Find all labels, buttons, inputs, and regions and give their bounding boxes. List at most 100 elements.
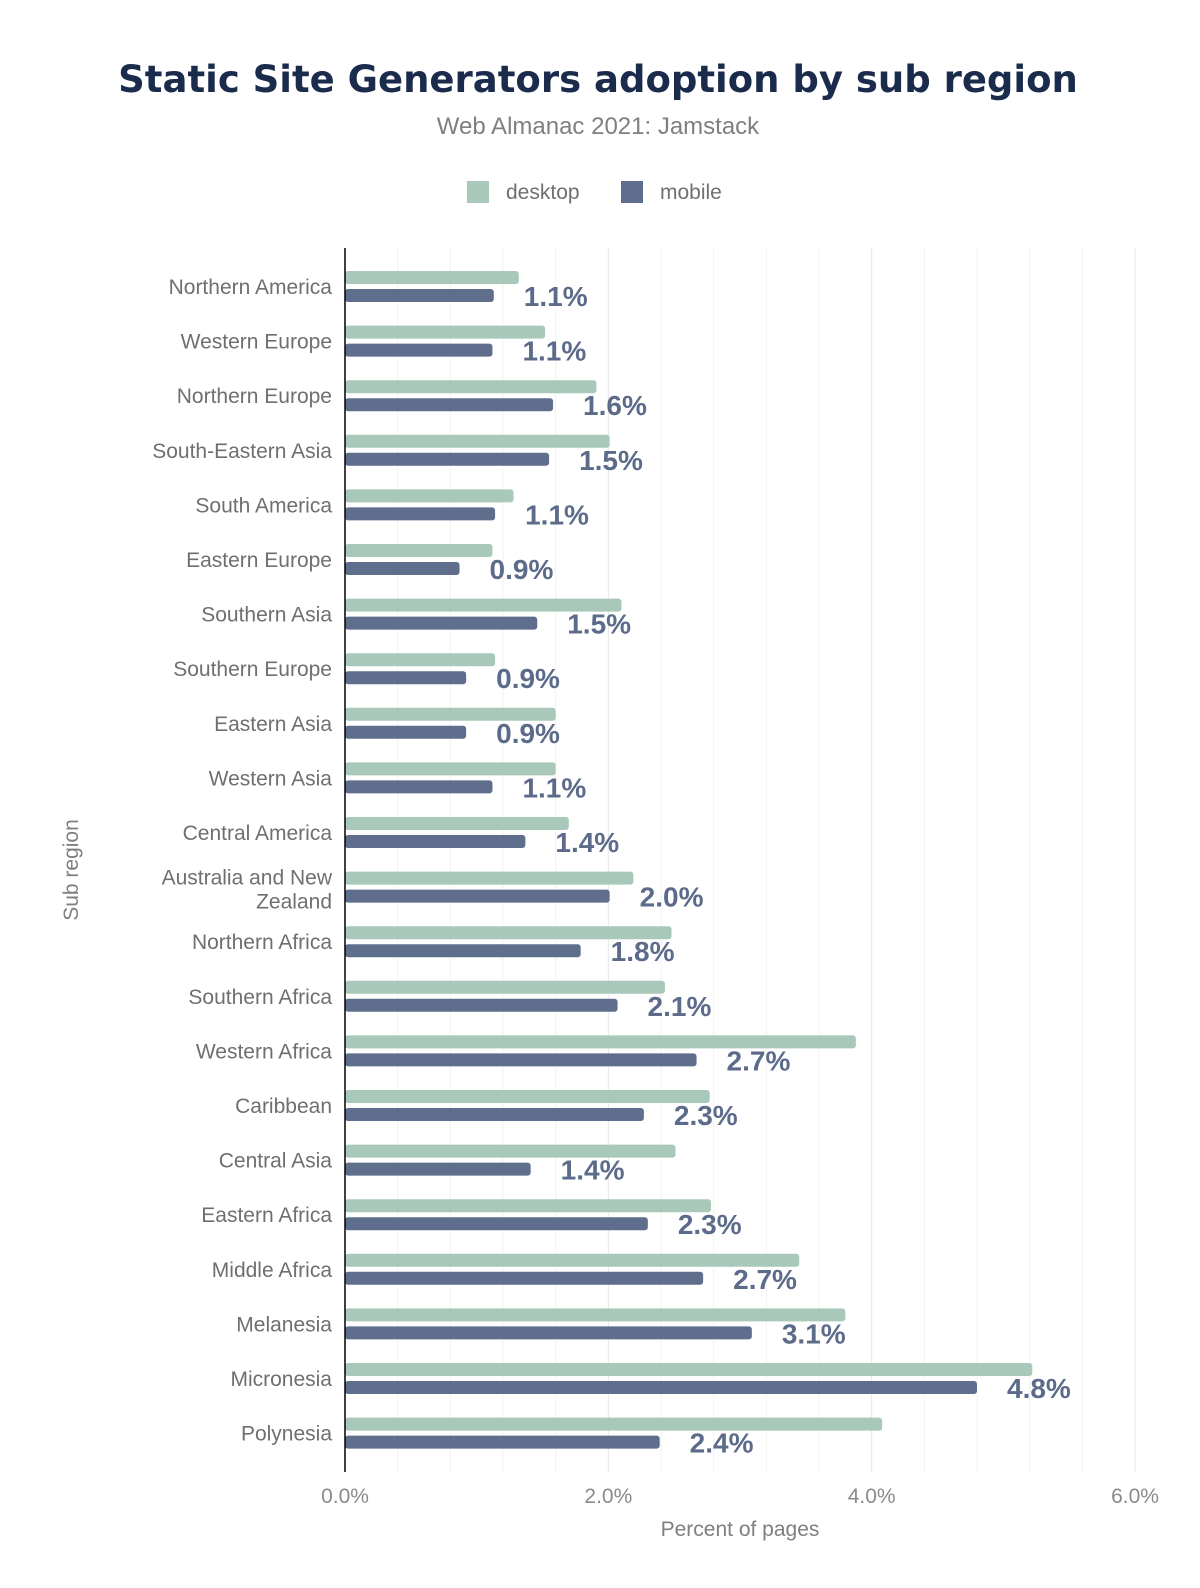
category-label: Eastern Africa bbox=[201, 1204, 332, 1227]
bar-mobile bbox=[345, 1217, 648, 1231]
chart-title: Static Site Generators adoption by sub r… bbox=[118, 58, 1078, 101]
category-label: Central America bbox=[183, 822, 333, 845]
category-label: Melanesia bbox=[236, 1313, 332, 1336]
category-label: Northern America bbox=[169, 276, 333, 299]
data-label-mobile: 2.3% bbox=[678, 1209, 742, 1240]
bar-mobile bbox=[345, 289, 494, 302]
category-label: Northern Africa bbox=[192, 931, 332, 954]
category-label: South-Eastern Asia bbox=[152, 440, 332, 463]
data-label-mobile: 2.7% bbox=[727, 1045, 791, 1076]
category-label: Eastern Europe bbox=[186, 549, 332, 572]
x-tick-label: 2.0% bbox=[584, 1485, 632, 1508]
bar-mobile bbox=[345, 671, 467, 685]
data-label-mobile: 2.3% bbox=[674, 1100, 738, 1131]
data-label-mobile: 1.8% bbox=[611, 936, 675, 967]
category-label: South America bbox=[195, 494, 332, 517]
bar-mobile bbox=[345, 1435, 660, 1449]
legend-swatch-mobile bbox=[621, 181, 643, 203]
data-label-mobile: 1.5% bbox=[567, 609, 631, 640]
chart-subtitle: Web Almanac 2021: Jamstack bbox=[437, 113, 760, 140]
bar-desktop bbox=[345, 1417, 883, 1431]
bar-mobile bbox=[345, 343, 493, 357]
legend: desktop mobile bbox=[467, 181, 722, 204]
bar-desktop bbox=[345, 1144, 676, 1158]
x-tick-label: 6.0% bbox=[1111, 1485, 1159, 1508]
data-label-mobile: 0.9% bbox=[496, 663, 560, 694]
data-labels: 1.1%1.1%1.6%1.5%1.1%0.9%1.5%0.9%0.9%1.1%… bbox=[490, 281, 1071, 1459]
category-label: Western Asia bbox=[209, 767, 333, 790]
data-label-mobile: 1.1% bbox=[522, 772, 586, 803]
bar-desktop bbox=[345, 926, 672, 940]
bar-mobile bbox=[345, 725, 467, 739]
category-label: Western Europe bbox=[181, 331, 332, 354]
bar-mobile bbox=[345, 452, 550, 466]
data-label-mobile: 1.1% bbox=[522, 336, 586, 367]
data-label-mobile: 4.8% bbox=[1007, 1373, 1071, 1404]
bar-mobile bbox=[345, 398, 554, 412]
category-label: Middle Africa bbox=[212, 1259, 333, 1282]
category-label: Western Africa bbox=[196, 1040, 332, 1063]
bar-desktop bbox=[345, 380, 597, 394]
category-label: Caribbean bbox=[235, 1095, 332, 1118]
bar-desktop bbox=[345, 1090, 710, 1103]
x-tick-labels: 0.0% 2.0% 4.0% 6.0% bbox=[321, 1485, 1159, 1508]
bar-desktop bbox=[345, 653, 496, 667]
data-label-mobile: 1.4% bbox=[561, 1155, 625, 1186]
gridlines bbox=[397, 248, 1136, 1472]
data-label-mobile: 0.9% bbox=[490, 554, 554, 585]
category-label: Zealand bbox=[256, 891, 332, 914]
bar-mobile bbox=[345, 1381, 977, 1394]
bar-mobile bbox=[345, 1326, 752, 1340]
bar-desktop bbox=[345, 325, 546, 339]
bar-desktop bbox=[345, 1308, 846, 1322]
bar-desktop bbox=[345, 817, 569, 830]
bar-mobile bbox=[345, 616, 538, 630]
y-axis-title: Sub region bbox=[60, 819, 83, 921]
bar-mobile bbox=[345, 562, 460, 575]
category-label: Australia and New bbox=[162, 867, 333, 890]
category-label: Micronesia bbox=[230, 1368, 332, 1391]
data-label-mobile: 2.0% bbox=[640, 882, 704, 913]
bar-mobile bbox=[345, 944, 581, 958]
category-label: Southern Europe bbox=[173, 658, 332, 681]
legend-label-desktop: desktop bbox=[506, 181, 580, 204]
bar-desktop bbox=[345, 271, 519, 284]
bar-desktop bbox=[345, 434, 610, 448]
data-label-mobile: 2.1% bbox=[648, 991, 712, 1022]
category-label: Southern Asia bbox=[201, 604, 332, 627]
data-label-mobile: 1.6% bbox=[583, 390, 647, 421]
bar-mobile bbox=[345, 507, 496, 521]
category-label: Polynesia bbox=[241, 1423, 332, 1446]
bar-desktop bbox=[345, 1199, 712, 1213]
x-tick-label: 0.0% bbox=[321, 1485, 369, 1508]
category-labels: Northern America Western Europe Northern E… bbox=[152, 276, 333, 1446]
category-label: Central Asia bbox=[219, 1150, 333, 1173]
bar-desktop bbox=[345, 489, 514, 503]
data-label-mobile: 1.1% bbox=[525, 499, 589, 530]
bar-mobile bbox=[345, 835, 526, 848]
data-label-mobile: 1.5% bbox=[579, 445, 643, 476]
bar-desktop bbox=[345, 871, 634, 885]
bar-mobile bbox=[345, 780, 493, 794]
bar-desktop bbox=[345, 707, 556, 721]
data-label-mobile: 2.7% bbox=[733, 1264, 797, 1295]
bar-mobile bbox=[345, 1053, 697, 1067]
bar-mobile bbox=[345, 1108, 644, 1121]
bar-desktop bbox=[345, 762, 556, 776]
category-label: Eastern Asia bbox=[214, 713, 332, 736]
bar-desktop bbox=[345, 1363, 1033, 1376]
data-label-mobile: 3.1% bbox=[782, 1318, 846, 1349]
bar-desktop bbox=[345, 598, 622, 612]
legend-swatch-desktop bbox=[467, 181, 489, 203]
bar-desktop bbox=[345, 980, 665, 994]
category-label: Northern Europe bbox=[177, 385, 332, 408]
bar-desktop bbox=[345, 1035, 856, 1049]
bar-mobile bbox=[345, 1271, 704, 1285]
data-label-mobile: 0.9% bbox=[496, 718, 560, 749]
bars bbox=[345, 271, 1033, 1449]
data-label-mobile: 2.4% bbox=[690, 1428, 754, 1459]
bar-mobile bbox=[345, 998, 618, 1012]
data-label-mobile: 1.1% bbox=[524, 281, 588, 312]
bar-mobile bbox=[345, 889, 610, 903]
